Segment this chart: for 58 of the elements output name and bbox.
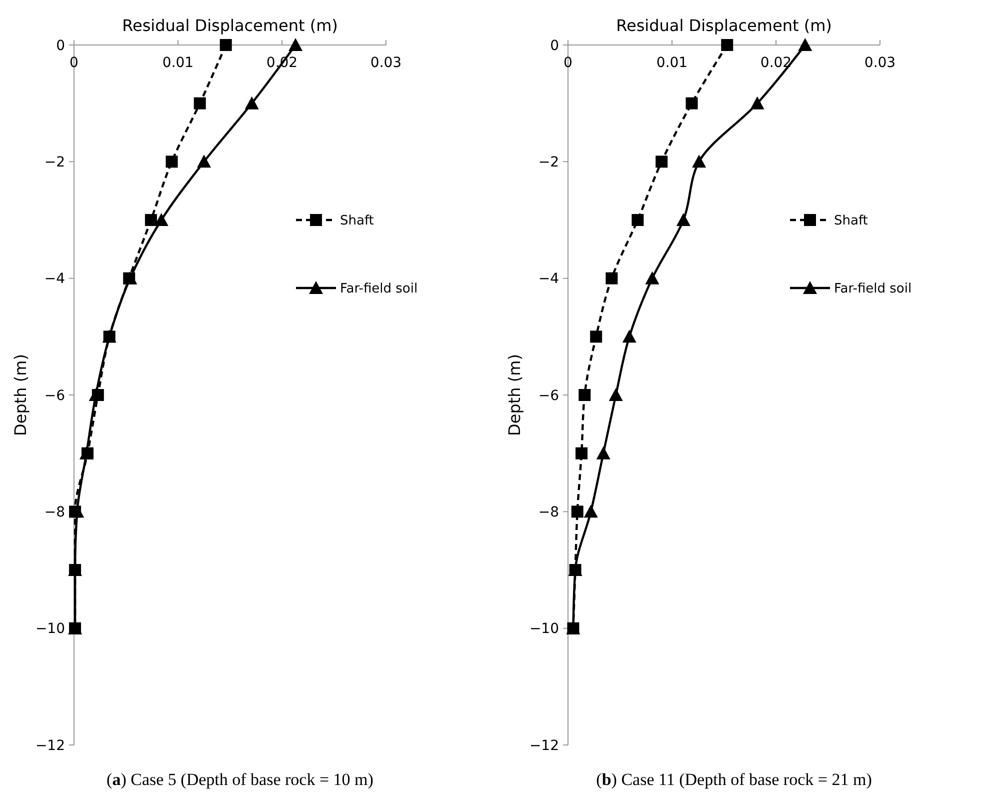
y-tick-label: −2: [44, 154, 65, 171]
x-tick-label: 0.02: [760, 55, 792, 71]
y-tick-label: −2: [538, 154, 559, 171]
x-tick-label: 0.01: [162, 55, 194, 71]
point: [676, 213, 690, 226]
point: [632, 214, 644, 226]
legend-label: Far-field soil: [340, 282, 418, 297]
x-tick-label: 0.03: [864, 55, 896, 71]
y-tick-label: −6: [538, 388, 560, 404]
x-tick-label: 0: [70, 55, 78, 71]
y-tick-label: 0: [56, 38, 65, 54]
y-tick-label: −6: [44, 388, 66, 404]
point: [70, 504, 84, 518]
point: [79, 446, 94, 460]
point: [721, 39, 734, 51]
x-axis-title: Residual Displacement (m): [616, 16, 832, 35]
point: [798, 38, 812, 51]
point: [686, 97, 698, 110]
y-tick-label: −12: [35, 738, 65, 754]
point: [194, 97, 206, 110]
legend-label: Far-field soil: [834, 282, 912, 297]
point: [590, 330, 602, 343]
point: [166, 156, 178, 168]
y-tick-label: −8: [44, 504, 65, 521]
point: [645, 271, 660, 284]
point: [606, 272, 618, 284]
point: [622, 330, 636, 343]
y-tick-label: −8: [538, 504, 559, 521]
point: [692, 154, 706, 168]
legend-label: Shaft: [340, 214, 374, 229]
point: [656, 156, 668, 168]
y-axis-title: Depth (m): [505, 354, 524, 436]
point: [220, 39, 232, 51]
y-tick-label: −12: [529, 738, 559, 754]
x-tick-label: 0.03: [370, 55, 402, 71]
point: [608, 388, 623, 401]
point: [576, 447, 588, 460]
y-axis-title: Depth (m): [11, 354, 30, 436]
y-tick-label: −10: [35, 621, 65, 638]
x-tick-label: 0: [564, 55, 572, 71]
point: [584, 504, 598, 518]
y-tick-label: −10: [529, 621, 559, 638]
text: (b) Case 11 (Depth of base rock = 21 m): [596, 770, 872, 789]
legend-label: Shaft: [834, 214, 868, 229]
point: [288, 38, 303, 51]
point: [578, 389, 591, 401]
point: [596, 446, 610, 460]
point: [244, 96, 259, 110]
y-tick-label: −4: [44, 271, 66, 288]
y-tick-label: −4: [538, 271, 560, 288]
text: (a) Case 5 (Depth of base rock = 10 m): [106, 770, 374, 789]
point: [144, 214, 157, 226]
x-tick-label: 0.01: [656, 55, 688, 71]
x-axis-title: Residual Displacement (m): [122, 16, 338, 35]
point: [571, 506, 584, 518]
point: [750, 96, 764, 110]
y-tick-label: 0: [550, 38, 559, 54]
point: [197, 154, 211, 168]
